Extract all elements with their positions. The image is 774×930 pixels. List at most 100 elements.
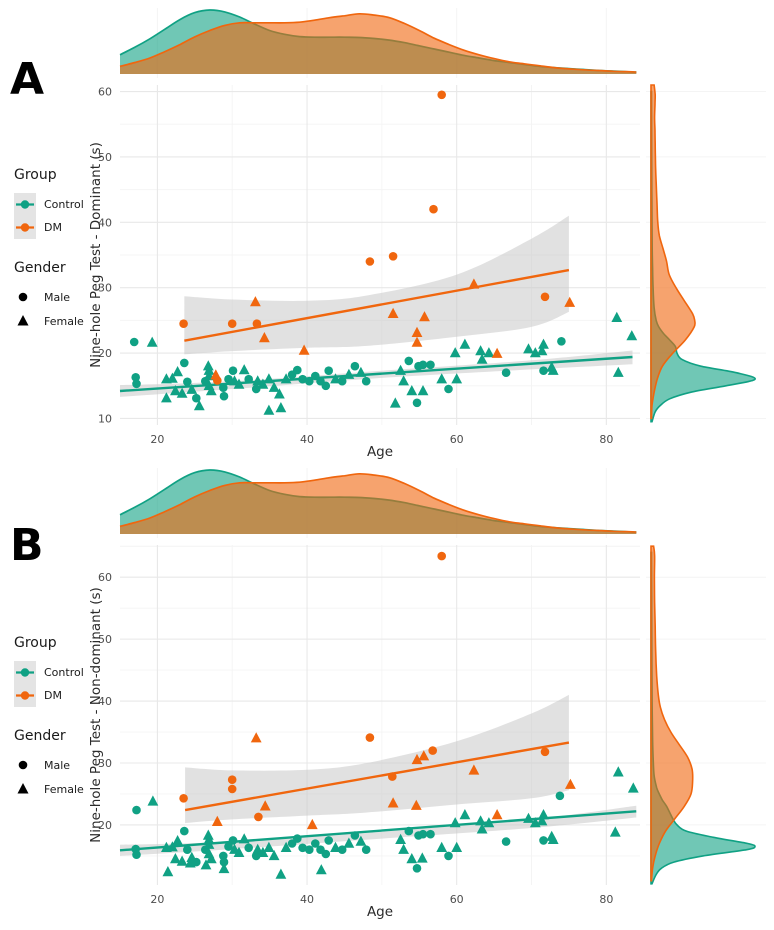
ci-ribbon-dm: [185, 694, 569, 824]
scatter-point-control-female: [389, 397, 401, 408]
panel-b-label: B: [10, 520, 44, 571]
legend-label-control: Control: [44, 198, 84, 211]
control-smooth-key-icon: [14, 193, 36, 216]
ci-ribbon-dm: [184, 215, 569, 355]
scatter-point-dm-male: [540, 747, 550, 757]
legend-item-dm: DM: [14, 216, 120, 239]
x-tick-label: 80: [599, 893, 613, 906]
scatter-point-control-female: [200, 859, 212, 870]
scatter-point-control-female: [476, 823, 488, 834]
scatter-point-control-male: [361, 376, 371, 386]
scatter-point-control-female: [417, 385, 429, 396]
scatter-point-dm-female: [298, 344, 310, 355]
scatter-point-control-female: [395, 364, 406, 375]
legend-item-female: Female: [14, 777, 120, 801]
scatter-point-control-male: [324, 836, 334, 845]
male-circle-icon: [14, 285, 36, 309]
top-density-dm-fill: [120, 13, 637, 75]
scatter-point-control-female: [186, 851, 198, 862]
scatter-point-control-female: [536, 345, 548, 356]
scatter-point-dm-female: [564, 296, 576, 307]
y-tick-label: 30: [98, 757, 112, 770]
scatter-point-control-male: [244, 374, 253, 384]
right-density-dm: [650, 545, 694, 882]
scatter-point-control-male: [219, 857, 229, 867]
scatter-point-control-female: [172, 366, 183, 377]
scatter-point-control-female: [451, 841, 463, 852]
legend-gender-title: Gender: [14, 260, 66, 276]
scatter-point-control-male: [129, 337, 139, 347]
scatter-point-control-female: [238, 833, 250, 844]
y-axis-title-panel-b: Nine-hole Peg Test - Non-dominant (s): [88, 587, 104, 843]
scatter-point-control-female: [315, 864, 327, 875]
scatter-point-control-male: [219, 391, 229, 401]
scatter-point-dm-female: [211, 815, 223, 826]
scatter-point-dm-male: [365, 733, 375, 742]
scatter-point-control-female: [238, 364, 250, 375]
scatter-point-control-female: [627, 782, 639, 793]
scatter-point-dm-female: [411, 336, 423, 347]
legend-item-control: Control: [14, 193, 120, 216]
scatter-point-control-male: [311, 839, 320, 848]
y-tick-label: 50: [98, 151, 112, 164]
control-smooth-key-icon: [14, 661, 36, 684]
male-circle-icon: [14, 753, 36, 777]
y-axis-title-panel-a: Nine-hole Peg Test - Dominant (s): [88, 142, 104, 368]
scatter-point-control-male: [293, 834, 302, 843]
scatter-point-control-female: [406, 385, 418, 396]
scatter-point-dm-male: [365, 257, 375, 266]
scatter-point-control-female: [202, 829, 214, 840]
scatter-point-control-male: [321, 849, 331, 859]
scatter-point-control-female: [483, 817, 495, 828]
scatter-point-control-female: [205, 385, 217, 396]
scatter-point-control-male: [305, 376, 314, 386]
scatter-point-control-male: [305, 845, 314, 854]
scatter-point-control-female: [170, 385, 181, 396]
scatter-point-control-female: [406, 853, 418, 864]
scatter-point-dm-female: [491, 347, 503, 358]
scatter-point-control-female: [263, 841, 275, 852]
legend-item-male: Male: [14, 285, 120, 309]
scatter-point-dm-male: [179, 319, 188, 329]
x-tick-label: 20: [150, 893, 164, 906]
scatter-point-dm-female: [491, 809, 503, 820]
scatter-point-dm-female: [418, 750, 430, 761]
scatter-point-dm-male: [437, 90, 447, 100]
scatter-point-control-female: [274, 388, 285, 399]
y-tick-label: 40: [98, 695, 112, 708]
scatter-point-dm-female: [411, 326, 423, 337]
right-density-dm: [650, 84, 696, 420]
scatter-point-control-female: [395, 833, 406, 844]
x-tick-label: 60: [450, 433, 464, 446]
scatter-point-control-male: [321, 381, 331, 391]
regression-line-dm: [184, 268, 570, 342]
scatter-point-control-female: [167, 372, 178, 383]
scatter-point-dm-female: [387, 797, 399, 808]
scatter-point-dm-female: [250, 732, 262, 743]
legend-item-male: Male: [14, 753, 120, 777]
scatter-point-control-male: [539, 366, 548, 376]
legend-group-title: Group: [14, 167, 57, 183]
scatter-point-control-female: [523, 812, 534, 823]
scatter-point-control-female: [547, 833, 559, 844]
scatter-point-control-female: [268, 849, 280, 861]
scatter-point-dm-female: [565, 778, 576, 789]
scatter-point-control-female: [612, 366, 624, 377]
scatter-point-control-male: [183, 845, 192, 854]
scatter-point-control-male: [412, 864, 422, 873]
scatter-point-control-male: [293, 365, 302, 375]
scatter-point-control-female: [609, 826, 621, 837]
scatter-point-dm-female: [306, 818, 318, 830]
scatter-point-control-male: [361, 845, 371, 854]
scatter-point-control-female: [330, 841, 341, 852]
x-tick-label: 60: [450, 893, 464, 906]
scatter-point-dm-male: [227, 319, 237, 329]
scatter-point-dm-male: [252, 319, 262, 329]
scatter-point-control-male: [426, 360, 435, 370]
scatter-point-control-female: [257, 846, 269, 857]
scatter-point-dm-male: [429, 204, 438, 214]
scatter-point-control-male: [501, 368, 511, 378]
scatter-point-control-female: [280, 373, 292, 384]
scatter-point-control-female: [459, 338, 471, 349]
scatter-point-control-male: [251, 384, 261, 394]
